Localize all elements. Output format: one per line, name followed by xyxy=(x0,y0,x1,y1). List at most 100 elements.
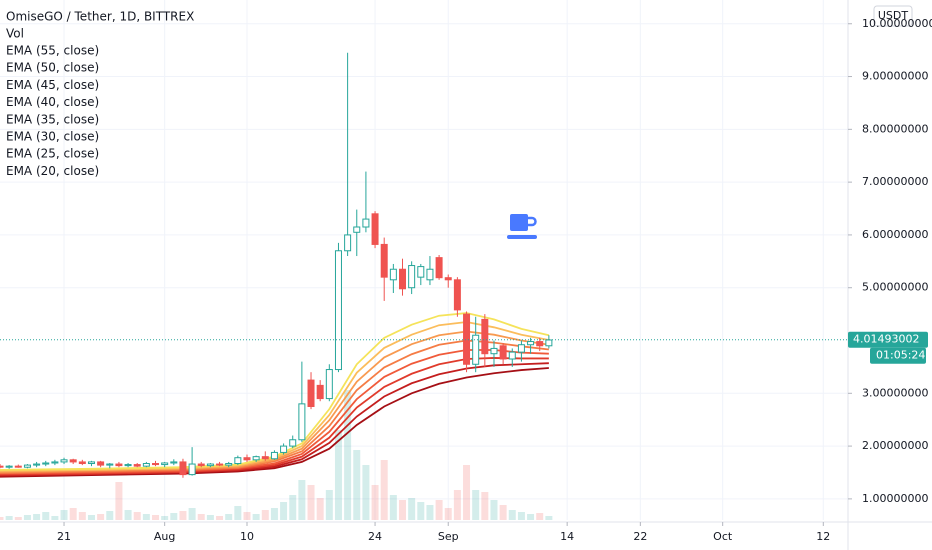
candle-body xyxy=(453,279,461,311)
legend-entry: EMA (30, close) xyxy=(6,130,99,144)
volume-bar xyxy=(225,514,233,520)
volume-bar xyxy=(380,460,388,520)
volume-bar xyxy=(371,485,379,520)
y-tick-label: 1.00000000 xyxy=(862,492,928,505)
candle-body xyxy=(280,445,288,453)
y-tick-label: 10.00000000 xyxy=(862,17,932,30)
volume-bar xyxy=(536,513,544,520)
x-tick-label: 24 xyxy=(368,530,382,543)
volume-bar xyxy=(472,490,480,520)
candle-body xyxy=(206,463,214,467)
y-tick-label: 2.00000000 xyxy=(862,439,928,452)
candle-body xyxy=(508,351,516,360)
volume-bar xyxy=(243,512,251,520)
volume-bar xyxy=(78,512,86,520)
volume-bar xyxy=(14,517,22,520)
volume-bar xyxy=(115,482,123,520)
candle-body xyxy=(435,257,443,279)
volume-bar xyxy=(252,514,260,520)
candle-body xyxy=(536,341,544,347)
volume-bar xyxy=(69,508,77,520)
volume-bar xyxy=(188,508,196,520)
candle-body xyxy=(106,463,114,466)
volume-bar xyxy=(435,500,443,520)
volume-bar xyxy=(197,514,205,520)
volume-bar xyxy=(545,516,553,520)
candle-body xyxy=(179,461,187,476)
candle-body xyxy=(481,318,489,355)
x-tick-label: 10 xyxy=(240,530,254,543)
candle-body xyxy=(133,464,141,467)
volume-bar xyxy=(216,516,224,520)
candle-body xyxy=(408,265,416,289)
candle-body xyxy=(14,465,22,468)
volume-bar xyxy=(133,512,141,520)
coffee-icon xyxy=(507,214,537,239)
candle-body xyxy=(490,347,498,355)
candle-body xyxy=(289,439,297,447)
volume-bar xyxy=(261,510,269,520)
volume-bar xyxy=(0,517,4,520)
last-price-box xyxy=(848,331,928,348)
volume-bar xyxy=(463,465,471,520)
volume-bar xyxy=(33,514,41,520)
candle-body xyxy=(69,459,77,463)
last-price-label: 4.01493002 xyxy=(853,333,919,346)
volume-bar xyxy=(408,498,416,520)
candle-body xyxy=(417,266,425,278)
candle-body xyxy=(87,461,95,465)
volume-bar xyxy=(307,485,315,520)
candle-body xyxy=(243,457,251,461)
candle-body xyxy=(97,461,105,466)
volume-bar xyxy=(87,515,95,520)
volume-bar xyxy=(426,505,434,520)
candle-body xyxy=(389,268,397,281)
volume-bar xyxy=(179,511,187,520)
candle-body xyxy=(170,461,178,464)
volume-bar xyxy=(289,495,297,520)
candle-body xyxy=(472,334,480,365)
currency-button[interactable] xyxy=(873,5,913,27)
volume-bar xyxy=(124,510,132,520)
candle-body xyxy=(334,250,342,371)
candle-body xyxy=(197,463,205,467)
candle-body xyxy=(463,313,471,365)
candle-body xyxy=(23,464,31,468)
volume-bar xyxy=(508,510,516,520)
candle-body xyxy=(216,463,224,466)
volume-bar xyxy=(206,515,214,520)
currency-button-label[interactable]: USDT xyxy=(878,9,909,22)
volume-bar xyxy=(170,513,178,520)
x-tick-label: Oct xyxy=(713,530,733,543)
candle-body xyxy=(362,218,370,228)
candle-body xyxy=(261,456,269,460)
volume-bar xyxy=(399,500,407,520)
volume-bar xyxy=(444,508,452,520)
x-tick-label: 22 xyxy=(633,530,647,543)
volume-bar xyxy=(23,515,31,520)
volume-bar xyxy=(490,500,498,520)
x-tick-label: 21 xyxy=(57,530,71,543)
candle-body xyxy=(161,462,169,466)
volume-bar xyxy=(417,502,425,520)
volume-bar xyxy=(334,430,342,520)
volume-bar xyxy=(453,490,461,520)
candle-body xyxy=(517,344,525,353)
candle-body xyxy=(353,226,361,233)
candle-body xyxy=(152,463,160,466)
volume-bar xyxy=(316,498,324,520)
volume-bar xyxy=(51,516,59,520)
x-tick-label: 14 xyxy=(560,530,574,543)
chart-title: OmiseGO / Tether, 1D, BITTREX xyxy=(6,10,194,24)
volume-bar xyxy=(234,506,242,520)
candle-body xyxy=(316,384,324,400)
candle-body xyxy=(234,457,242,465)
volume-bar xyxy=(152,515,160,520)
y-tick-label: 8.00000000 xyxy=(862,122,928,135)
volume-bar xyxy=(499,505,507,520)
legend-entry: EMA (40, close) xyxy=(6,95,99,109)
volume-bar xyxy=(517,512,525,520)
candle-body xyxy=(115,463,123,467)
cup-handle xyxy=(528,216,537,227)
legend-entry: EMA (45, close) xyxy=(6,78,99,92)
